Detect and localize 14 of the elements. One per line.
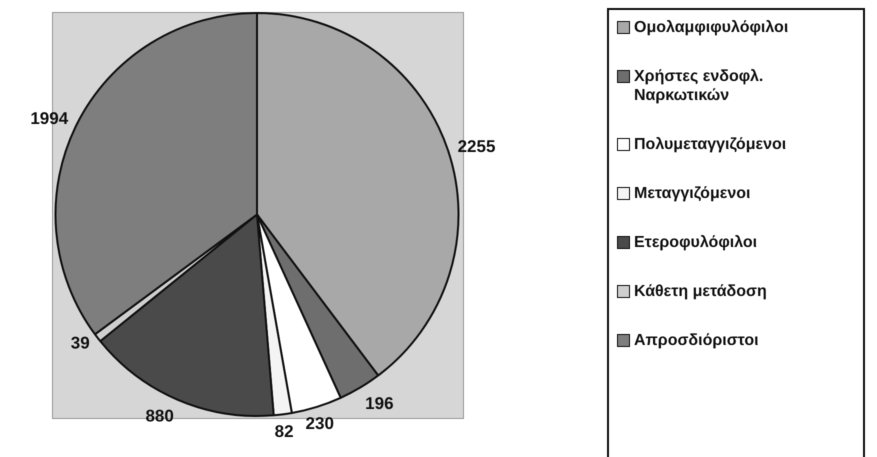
legend-label: Απροσδιόριστοι — [634, 331, 759, 350]
data-label: 39 — [70, 334, 90, 353]
data-label: 880 — [145, 406, 174, 426]
legend-label: Κάθετη μετάδοση — [634, 282, 767, 301]
data-label: 2255 — [458, 137, 496, 156]
data-label: 1994 — [30, 108, 69, 128]
legend-label: Πολυμεταγγιζόμενοι — [634, 135, 786, 154]
legend-label: Μεταγγιζόμενοι — [634, 184, 750, 203]
legend-label: Ομολαμφιφυλόφιλοι — [634, 18, 788, 37]
legend-label: Ετεροφυλόφιλοι — [634, 233, 758, 252]
data-label: 230 — [306, 414, 334, 434]
data-label: 196 — [365, 394, 394, 413]
legend-label: Χρήστες ενδοφλ. Ναρκωτικών — [634, 67, 764, 105]
data-label: 82 — [274, 422, 294, 441]
